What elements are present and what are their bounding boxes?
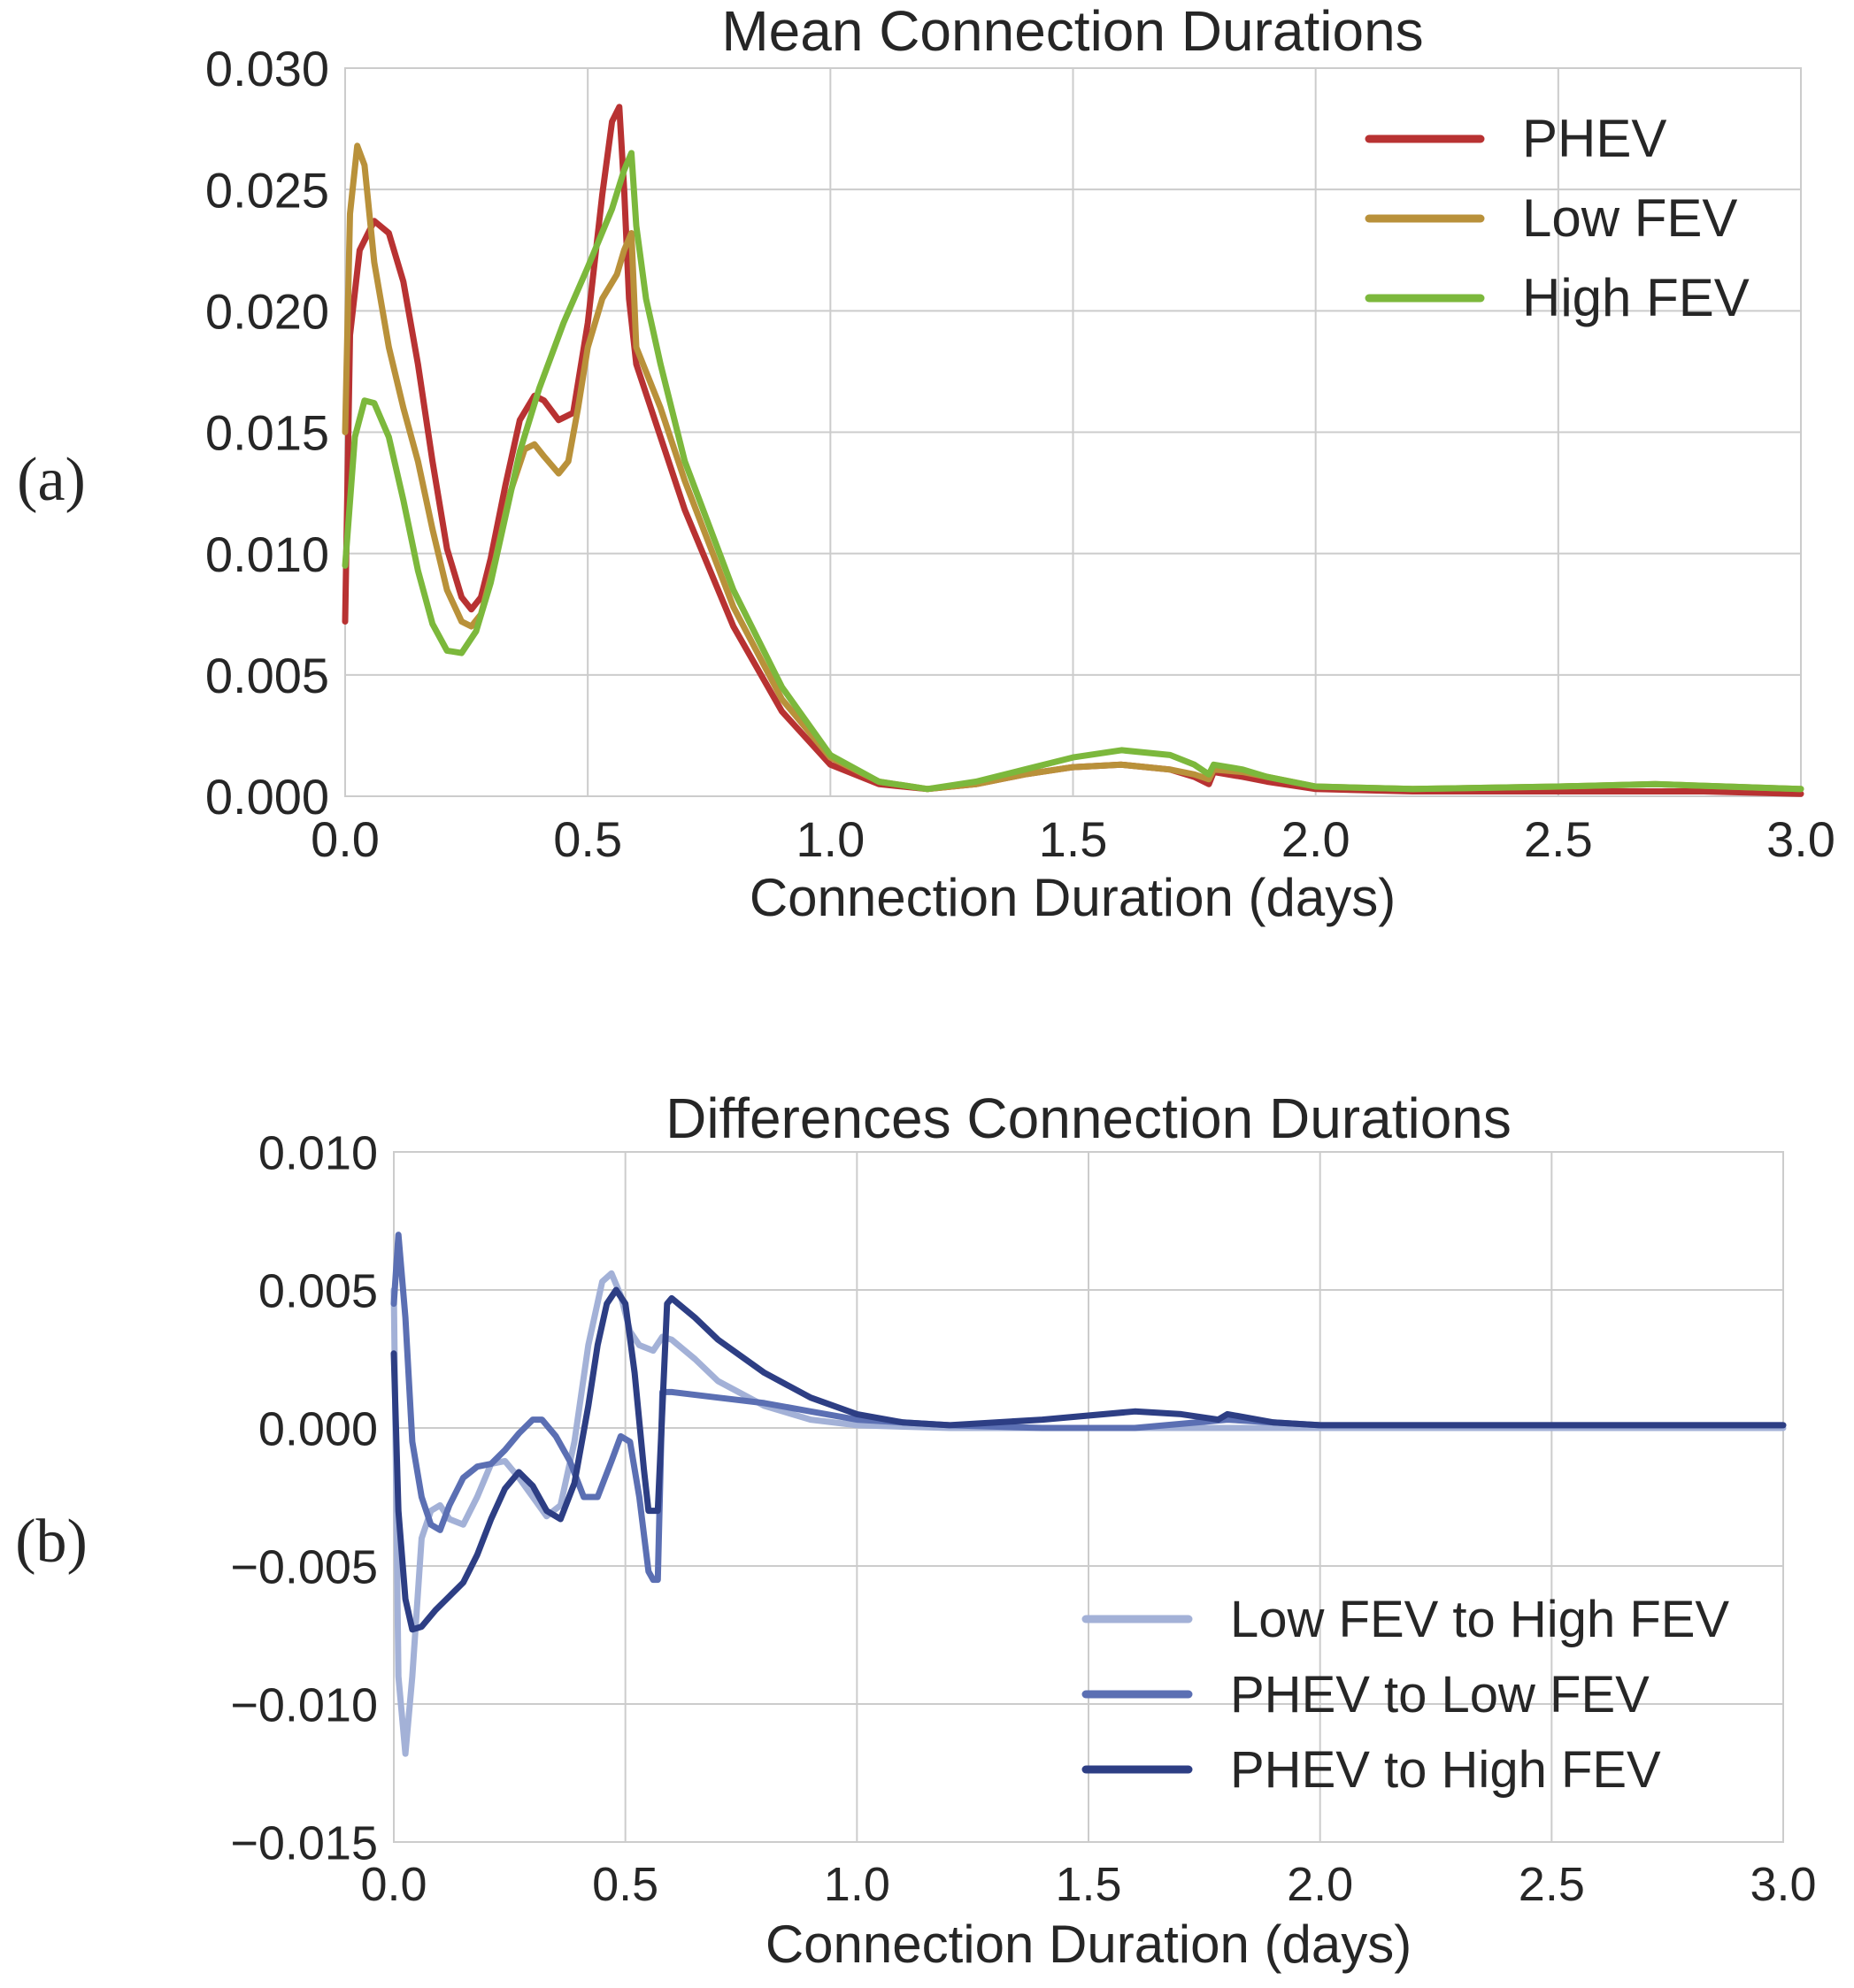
series-line-high-fev: [342, 150, 1804, 793]
panel-a-grid: [344, 67, 1802, 797]
panel-a-legend: PHEV Low FEV High FEV: [1365, 109, 1750, 327]
y-tick-label: −0.005: [230, 1540, 378, 1593]
panel-b-grid: [393, 1151, 1784, 1843]
x-tick-label: 3.0: [1750, 1858, 1816, 1911]
y-tick-label: 0.015: [205, 405, 329, 461]
x-tick-label: 3.0: [1766, 811, 1835, 867]
x-tick-label: 2.0: [1281, 811, 1350, 867]
y-tick-label: 0.025: [205, 162, 329, 218]
y-tick-label: 0.005: [258, 1264, 378, 1317]
legend-label-phev-to-high: PHEV to High FEV: [1230, 1741, 1661, 1799]
legend-label-low-to-high: Low FEV to High FEV: [1230, 1591, 1729, 1648]
panel-a-x-axis-label: Connection Duration (days): [750, 868, 1396, 927]
legend-label-high-fev: High FEV: [1522, 268, 1750, 327]
legend-label-phev-to-low: PHEV to Low FEV: [1230, 1666, 1650, 1723]
panel-a-series-group: [342, 104, 1804, 797]
panel-b-legend: Low FEV to High FEV PHEV to Low FEV PHEV…: [1081, 1591, 1729, 1799]
panel-b: 0.0 0.5 1.0 1.5 2.0 2.5 3.0 −0.015 −0.010 −0.005…: [15, 1086, 1816, 1974]
panel-a: 0.0 0.5 1.0 1.5 2.0 2.5 3.0 0.0000.0050.0100.0…: [17, 0, 1835, 927]
x-tick-label: 1.5: [1039, 811, 1108, 867]
y-tick-label: 0.005: [205, 648, 329, 703]
legend-label-low-fev: Low FEV: [1522, 188, 1737, 248]
y-tick-label: 0.020: [205, 283, 329, 339]
panel-b-title: Differences Connection Durations: [665, 1086, 1512, 1150]
panel-b-series-group: [390, 1232, 1787, 1757]
panel-b-xticks: 0.0 0.5 1.0 1.5 2.0 2.5 3.0: [360, 1858, 1816, 1911]
panel-b-label: (b): [15, 1508, 88, 1576]
y-tick-label: 0.000: [205, 769, 329, 825]
panel-a-xticks: 0.0 0.5 1.0 1.5 2.0 2.5 3.0: [311, 811, 1835, 867]
series-line-low-fev-to-high-fev: [390, 1270, 1787, 1757]
x-tick-label: 0.0: [311, 811, 380, 867]
x-tick-label: 2.0: [1287, 1858, 1353, 1911]
x-tick-label: 1.0: [824, 1858, 890, 1911]
y-tick-label: −0.015: [230, 1816, 378, 1869]
y-tick-label: −0.010: [230, 1678, 378, 1731]
x-tick-label: 1.0: [796, 811, 865, 867]
series-line-low-fev: [342, 142, 1804, 793]
x-tick-label: 0.5: [553, 811, 622, 867]
panel-b-x-axis-label: Connection Duration (days): [765, 1915, 1412, 1974]
y-tick-label: 0.000: [258, 1402, 378, 1455]
x-tick-label: 1.5: [1055, 1858, 1121, 1911]
panel-b-yticks: −0.015 −0.010 −0.005 0.000 0.005 0.010: [230, 1126, 378, 1869]
y-tick-label: 0.010: [205, 526, 329, 582]
x-tick-label: 0.5: [592, 1858, 658, 1911]
x-tick-label: 0.0: [360, 1858, 427, 1911]
legend-label-phev: PHEV: [1522, 109, 1666, 168]
panel-a-yticks: 0.000 0.005 0.010 0.015 0.020 0.025 0.030: [205, 41, 329, 825]
y-tick-label: 0.010: [258, 1126, 378, 1179]
y-tick-label: 0.030: [205, 41, 329, 96]
x-tick-label: 2.5: [1524, 811, 1593, 867]
panel-a-label: (a): [17, 446, 86, 514]
series-line-phev-to-high-fev: [390, 1286, 1787, 1633]
x-tick-label: 2.5: [1519, 1858, 1585, 1911]
panel-a-title: Mean Connection Durations: [721, 0, 1423, 63]
